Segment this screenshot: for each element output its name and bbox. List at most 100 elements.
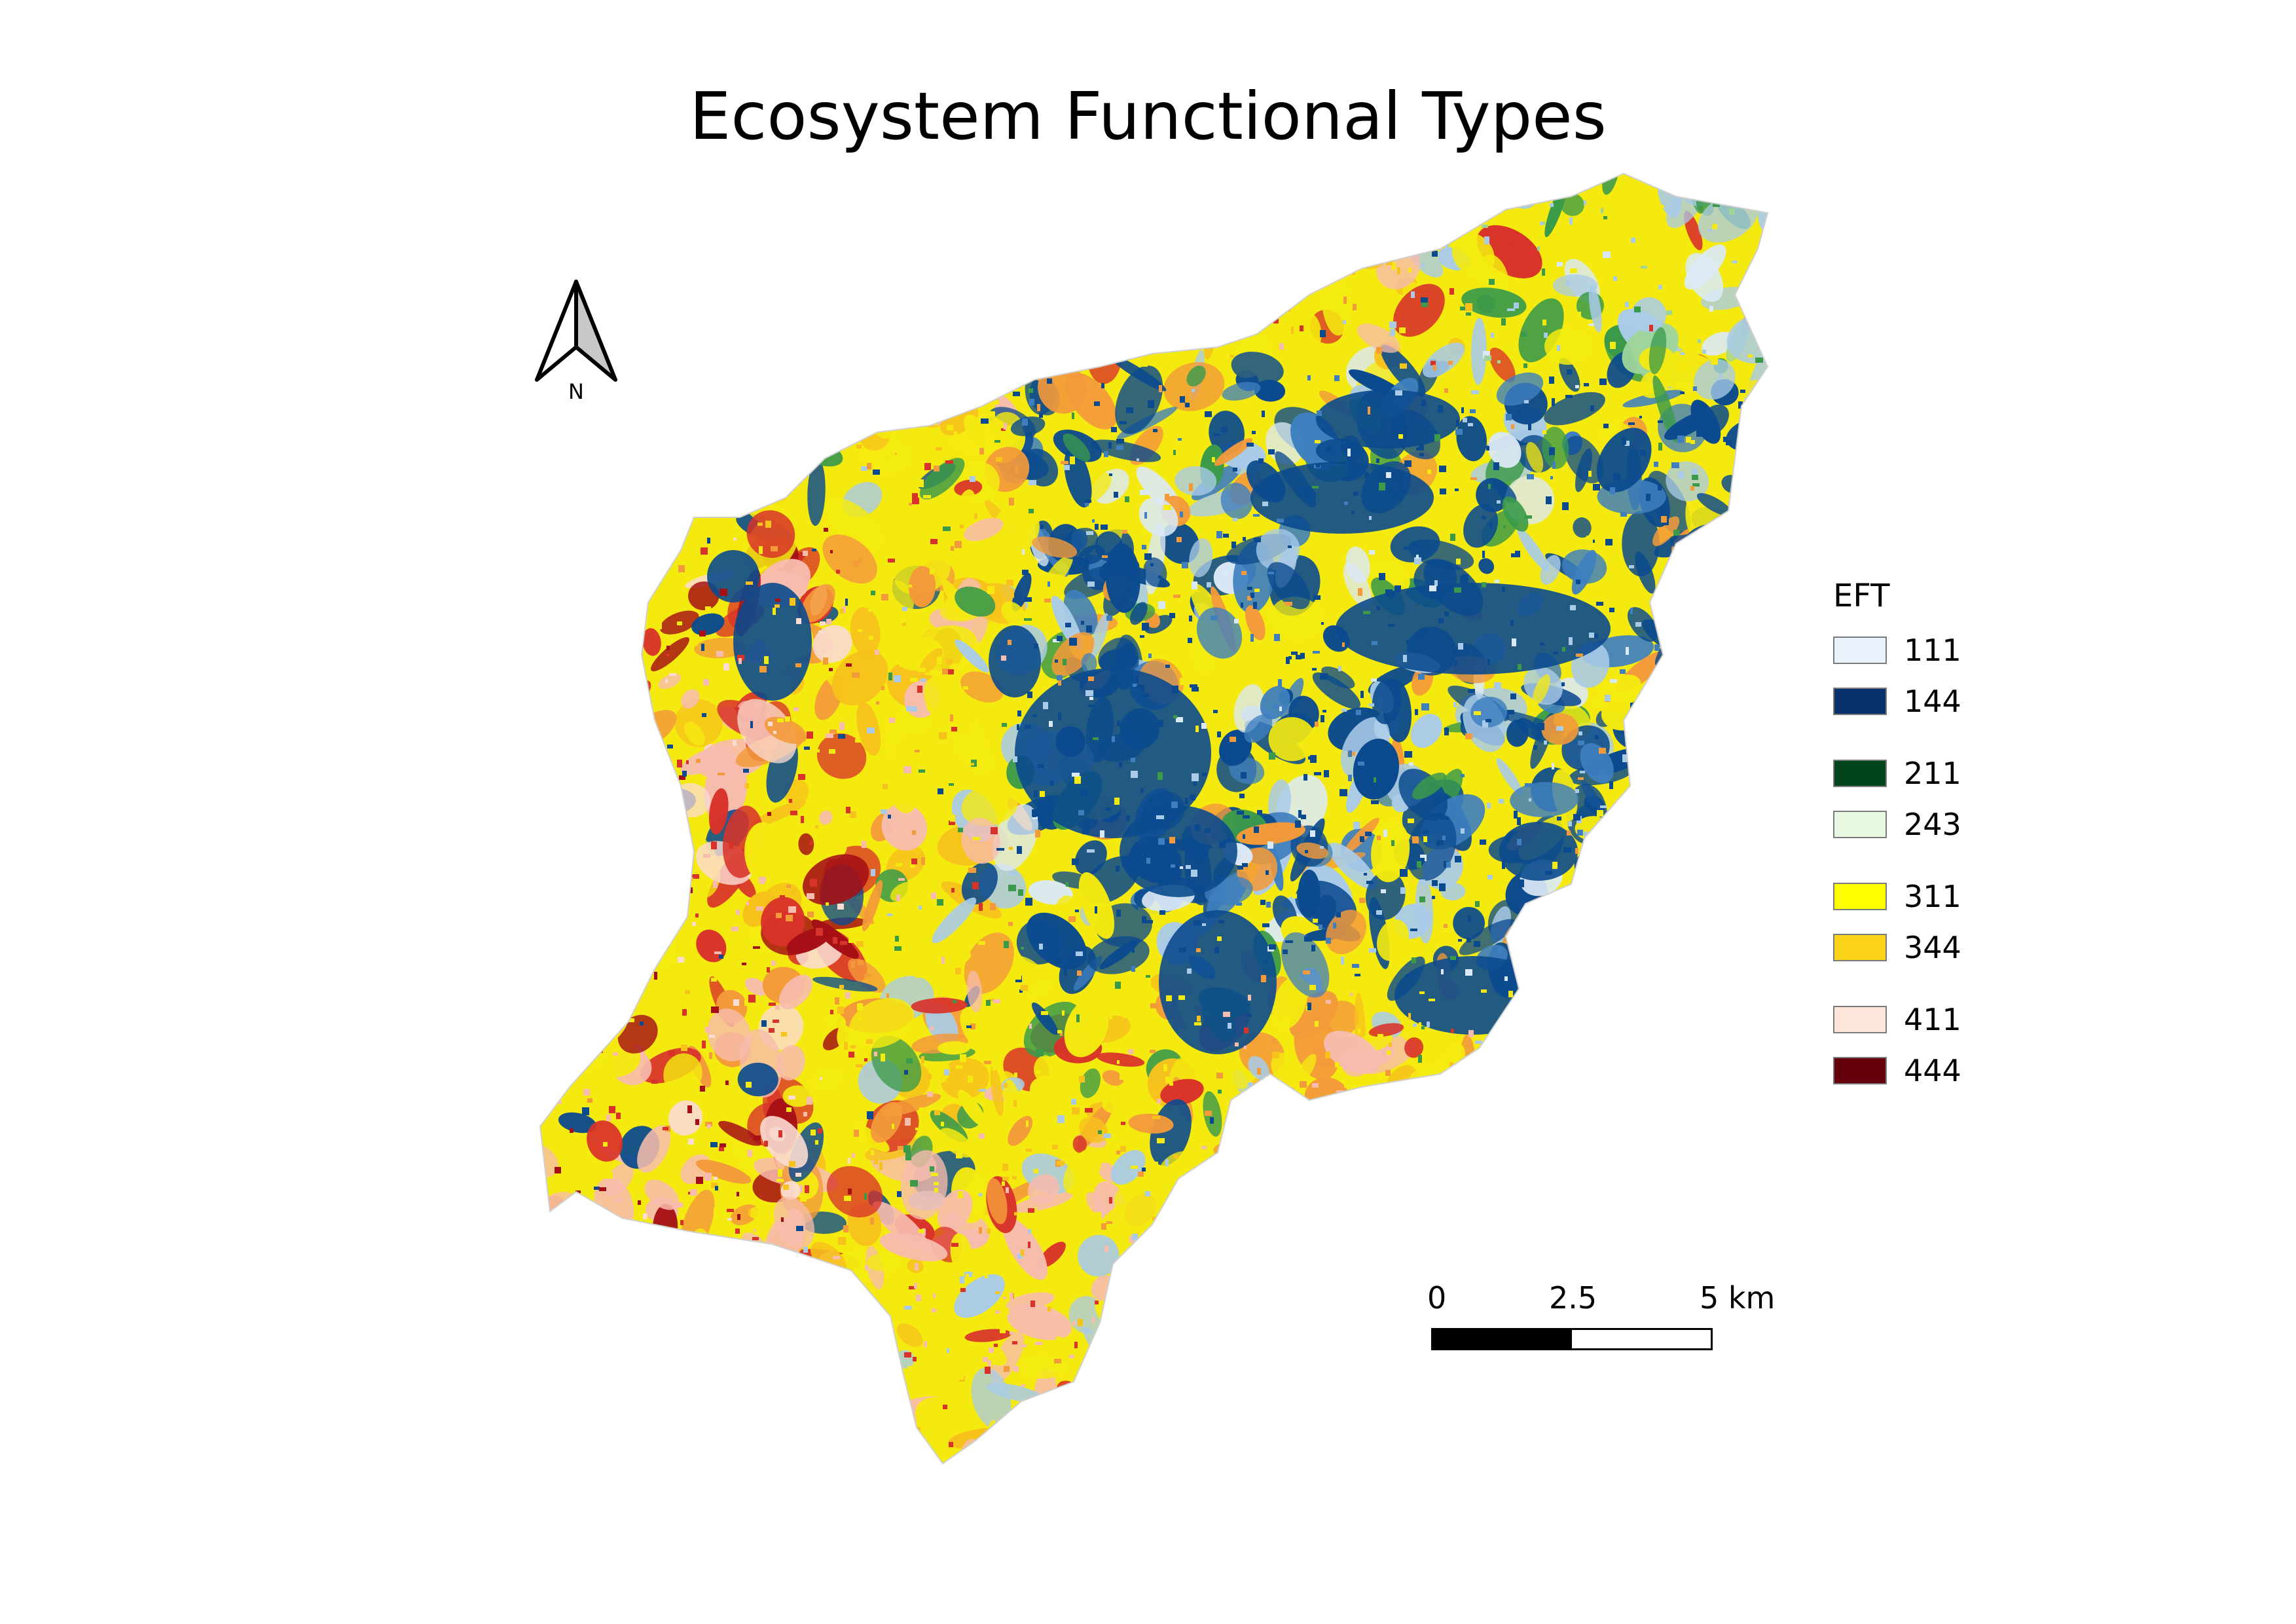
map-pixel [639, 282, 646, 285]
map-pixel [1456, 559, 1461, 564]
map-pixel [915, 389, 919, 394]
map-patch [1365, 871, 1406, 920]
map-pixel [1613, 276, 1617, 281]
map-pixel [1017, 526, 1024, 530]
map-patch [816, 733, 867, 779]
map-pixel [1613, 546, 1618, 553]
map-patch [1265, 174, 1313, 196]
map-pixel [1172, 686, 1178, 693]
map-pixel [840, 941, 847, 945]
map-pixel [615, 606, 621, 614]
map-pixel [1432, 880, 1438, 886]
map-pixel [1320, 210, 1323, 217]
map-pixel [797, 375, 802, 378]
map-pixel [1528, 986, 1531, 989]
map-patch [1560, 193, 1584, 216]
map-patch [1725, 893, 1768, 917]
map-pixel [1717, 1388, 1722, 1395]
map-patch [1508, 1073, 1576, 1099]
map-patch [630, 876, 652, 920]
map-patch [1707, 989, 1768, 1001]
map-pixel [583, 1458, 587, 1464]
map-pixel [1624, 867, 1628, 870]
map-pixel [1546, 997, 1550, 1005]
map-pixel [1369, 948, 1376, 953]
map-pixel [1163, 505, 1171, 510]
legend-label: 243 [1904, 807, 1961, 842]
map-pixel [1605, 539, 1613, 545]
map-pixel [907, 1293, 911, 1299]
map-patch [895, 733, 948, 769]
map-pixel [1094, 689, 1101, 693]
map-pixel [840, 609, 844, 614]
map-pixel [1393, 474, 1396, 482]
map-patch [571, 477, 630, 520]
map-patch [691, 613, 725, 636]
map-pixel [1339, 289, 1343, 293]
map-pixel [803, 1112, 807, 1116]
map-pixel [1527, 1196, 1531, 1202]
map-pixel [1618, 1032, 1624, 1037]
map-pixel [715, 1186, 718, 1190]
map-pixel [1391, 244, 1396, 247]
map-pixel [632, 603, 636, 606]
map-pixel [864, 1058, 867, 1061]
map-patch [1559, 1138, 1590, 1163]
map-pixel [1239, 1236, 1245, 1239]
map-pixel [711, 1183, 718, 1188]
map-pixel [1481, 989, 1487, 993]
map-pixel [699, 451, 703, 454]
map-patch [1706, 568, 1738, 612]
map-pixel [1724, 1216, 1730, 1223]
map-pixel [755, 268, 761, 271]
map-patch [1255, 1412, 1283, 1464]
map-pixel [678, 318, 682, 322]
map-pixel [775, 599, 780, 602]
map-pixel [1761, 729, 1768, 735]
map-patch [1678, 1446, 1719, 1464]
map-pixel [1247, 1014, 1252, 1017]
map-patch [1104, 221, 1126, 248]
map-pixel [851, 1365, 858, 1370]
map-pixel [1165, 1077, 1171, 1083]
map-pixel [1029, 185, 1036, 193]
map-pixel [1126, 560, 1131, 564]
map-pixel [1176, 537, 1182, 542]
map-patch [1673, 1004, 1730, 1063]
map-patch [1358, 1137, 1425, 1162]
map-pixel [1035, 830, 1040, 838]
map-pixel [1150, 192, 1155, 198]
map-pixel [1207, 582, 1211, 587]
map-pixel [1253, 602, 1257, 609]
map-pixel [1320, 1316, 1327, 1318]
map-patch [1063, 323, 1082, 344]
map-pixel [1192, 773, 1199, 781]
map-pixel [1470, 1272, 1476, 1277]
map-pixel [1101, 350, 1105, 354]
map-pixel [687, 877, 693, 881]
map-pixel [727, 1209, 734, 1212]
map-pixel [1334, 1160, 1337, 1164]
map-patch [890, 882, 913, 902]
map-pixel [894, 1312, 900, 1316]
map-pixel [1515, 551, 1520, 557]
map-pixel [1719, 181, 1722, 185]
map-patch [1688, 713, 1722, 748]
map-pixel [820, 621, 826, 625]
map-pixel [1449, 288, 1454, 295]
map-pixel [733, 1440, 738, 1446]
map-patch [826, 1166, 883, 1218]
map-pixel [1379, 573, 1385, 580]
map-pixel [764, 1141, 768, 1147]
map-patch [1239, 1193, 1292, 1246]
map-pixel [1080, 320, 1087, 325]
map-pixel [894, 946, 902, 951]
map-pixel [1505, 1247, 1510, 1254]
map-patch [1175, 466, 1217, 496]
map-patch [1515, 1424, 1533, 1447]
map-pixel [1439, 466, 1446, 472]
map-pixel [568, 929, 572, 936]
map-patch [1584, 943, 1603, 962]
map-pixel [1277, 519, 1284, 523]
map-pixel [1432, 1240, 1435, 1247]
